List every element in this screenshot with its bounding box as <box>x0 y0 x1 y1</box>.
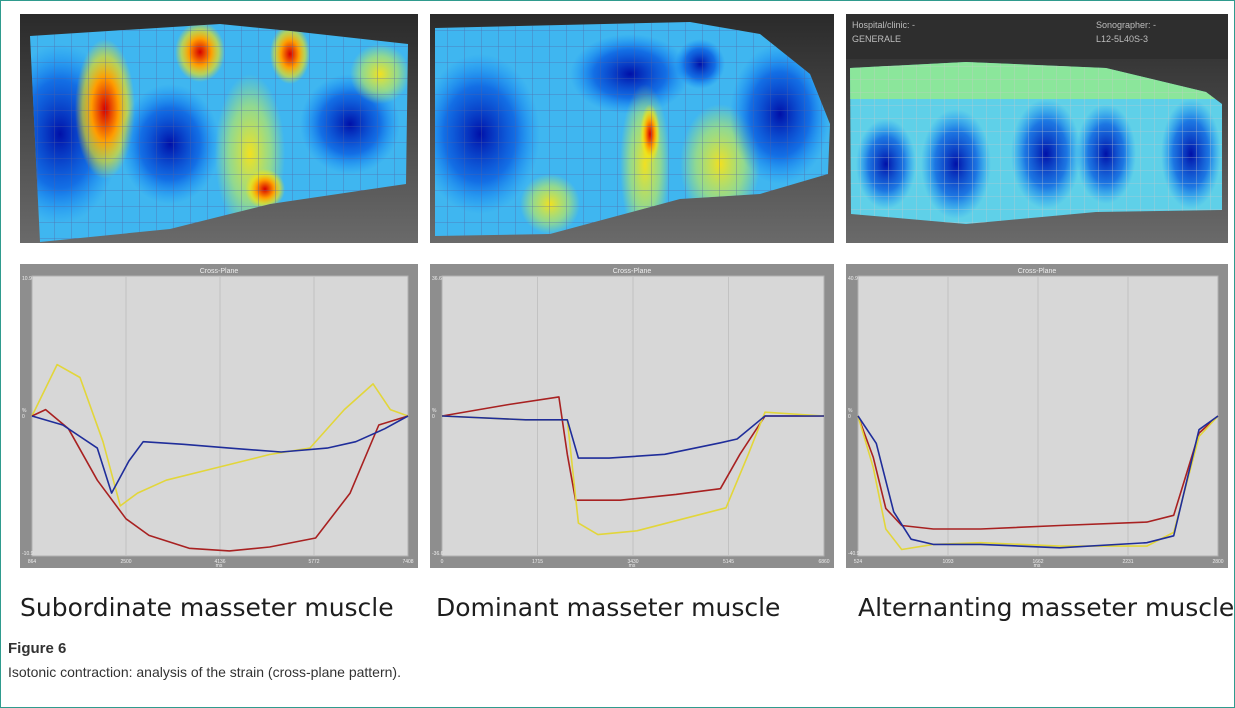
y-axis-label: % <box>432 408 437 414</box>
y-tick-label: -10.9 <box>22 551 34 557</box>
x-axis-label: ms <box>629 563 636 568</box>
y-tick-label: -40.9 <box>848 551 860 557</box>
series-line-2 <box>31 415 409 494</box>
x-tick-label: 1093 <box>942 559 953 565</box>
y-tick-label: 0 <box>432 414 435 420</box>
chart-title: Cross-Plane <box>200 268 239 275</box>
x-tick-label: 2231 <box>1122 559 1133 565</box>
series-line-0 <box>857 415 1219 530</box>
y-axis-label: % <box>22 408 27 414</box>
overlay-sonographer: Sonographer: - <box>1096 20 1156 30</box>
label-subordinate: Subordinate masseter muscle <box>20 593 394 622</box>
figure-title: Figure 6 <box>8 640 67 657</box>
series-line-0 <box>441 396 824 501</box>
x-tick-label: 864 <box>28 559 37 565</box>
y-axis-label: % <box>848 408 853 414</box>
x-axis-label: ms <box>216 563 223 568</box>
y-tick-label: 10.9 <box>22 276 32 282</box>
overlay-generale: GENERALE <box>852 34 901 44</box>
x-tick-label: 4136 <box>214 559 225 565</box>
y-tick-label: 36.6 <box>432 276 442 282</box>
series-line-0 <box>31 363 409 507</box>
x-tick-label: 0 <box>441 559 444 565</box>
x-tick-label: 524 <box>854 559 863 565</box>
figure-caption: Isotonic contraction: analysis of the st… <box>8 664 401 680</box>
y-tick-label: -36.6 <box>432 551 444 557</box>
overlay-hospital: Hospital/clinic: - <box>852 20 915 30</box>
series-line-2 <box>857 415 1219 549</box>
x-tick-label: 2500 <box>120 559 131 565</box>
x-axis-label: ms <box>1034 563 1041 568</box>
strain-chart-dominant: Cross-Plane 0 1715 3430 5145 6860 ms 36.6 0 -36.6… <box>430 264 834 568</box>
x-tick-label: 1715 <box>532 559 543 565</box>
series-line-2 <box>441 415 824 459</box>
x-tick-label: 6860 <box>818 559 829 565</box>
x-tick-label: 2800 <box>1212 559 1223 565</box>
x-tick-label: 3430 <box>627 559 638 565</box>
y-tick-label: 0 <box>848 414 851 420</box>
ultrasound-image-subordinate <box>20 14 418 243</box>
x-tick-label: 5772 <box>308 559 319 565</box>
chart-title: Cross-Plane <box>613 268 652 275</box>
strain-chart-subordinate: Cross-Plane 864 2500 4136 5772 7408 ms 10.9 0 -10… <box>20 264 418 568</box>
ultrasound-image-dominant <box>430 14 834 243</box>
x-tick-label: 1662 <box>1032 559 1043 565</box>
overlay-probe: L12-5L40S-3 <box>1096 34 1148 44</box>
chart-title: Cross-Plane <box>1018 268 1057 275</box>
y-tick-label: 40.9 <box>848 276 858 282</box>
x-tick-label: 7408 <box>402 559 413 565</box>
strain-chart-alternating: Cross-Plane 524 1093 1662 2231 2800 ms 40.9 0 -40… <box>846 264 1228 568</box>
ultrasound-image-alternating: Hospital/clinic: - GENERALE Sonographer:… <box>846 14 1228 243</box>
label-dominant: Dominant masseter muscle <box>436 593 781 622</box>
x-tick-label: 5145 <box>723 559 734 565</box>
y-tick-label: 0 <box>22 414 25 420</box>
label-alternating: Alternanting masseter muscle <box>858 593 1235 622</box>
